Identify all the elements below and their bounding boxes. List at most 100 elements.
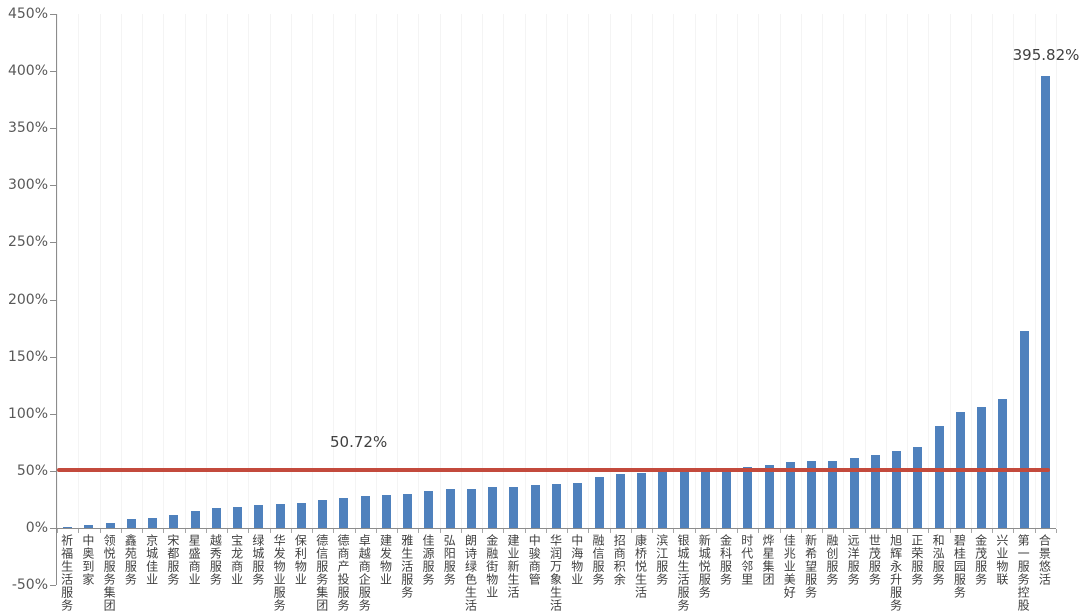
y-axis-tick	[50, 356, 56, 358]
gridline	[418, 14, 420, 528]
x-axis-category-label: 德信服务集团	[314, 533, 329, 612]
x-axis-tick	[652, 528, 654, 533]
x-axis-category-label: 合景悠活	[1037, 533, 1052, 586]
bar	[105, 522, 115, 528]
bar	[381, 495, 391, 528]
x-axis-tick	[163, 528, 165, 533]
x-axis-category-label: 京城佳业	[144, 533, 159, 586]
x-axis-tick	[588, 528, 590, 533]
gridline	[907, 14, 909, 528]
x-axis-category-label: 中海物业	[569, 533, 584, 586]
x-axis-category-label: 烨星集团	[761, 533, 776, 586]
gridline	[609, 14, 611, 528]
y-axis-tick	[50, 527, 56, 529]
x-axis-tick	[1056, 528, 1057, 533]
bar	[318, 500, 328, 528]
gridline	[482, 14, 484, 528]
x-axis-tick	[609, 528, 611, 533]
y-axis-tick	[50, 299, 56, 301]
y-axis-tick	[50, 470, 56, 472]
x-axis-tick	[269, 528, 271, 533]
x-axis-category-label: 金科服务	[718, 533, 733, 586]
x-axis-tick	[57, 528, 58, 533]
x-axis-tick	[99, 528, 101, 533]
gridline	[269, 14, 271, 528]
y-axis-tick	[50, 413, 56, 415]
x-axis-tick	[928, 528, 930, 533]
gridline	[227, 14, 229, 528]
x-axis-tick	[248, 528, 250, 533]
y-axis-tick-label: 300%	[7, 177, 48, 194]
gridline	[737, 14, 739, 528]
x-axis-category-label: 星盛商业	[187, 533, 202, 586]
y-axis-tick-label: 50%	[16, 462, 48, 479]
x-axis-category-label: 佳兆业美好	[782, 533, 797, 599]
x-axis-category-label: 兴业物联	[994, 533, 1009, 586]
bar	[934, 426, 944, 528]
x-axis-category-label: 宝龙商业	[229, 533, 244, 586]
y-axis-tick-label: 100%	[7, 405, 48, 422]
gridline	[630, 14, 632, 528]
bar	[870, 455, 880, 528]
gridline	[822, 14, 824, 528]
reference-line	[57, 467, 1050, 472]
gridline	[949, 14, 951, 528]
y-axis-tick	[50, 185, 56, 187]
y-axis-tick-label: 0%	[25, 519, 48, 536]
gridline	[715, 14, 717, 528]
bar	[658, 471, 668, 528]
bar	[63, 527, 73, 528]
x-axis-category-label: 鑫苑服务	[123, 533, 138, 586]
gridline	[567, 14, 569, 528]
bar	[233, 506, 243, 528]
y-axis-tick-label: 200%	[7, 291, 48, 308]
bar	[84, 525, 94, 528]
x-axis-tick	[800, 528, 802, 533]
bar	[403, 493, 413, 528]
bar	[466, 488, 476, 528]
x-axis-category-label: 碧桂园服务	[952, 533, 967, 599]
x-axis-category-label: 越秀服务	[208, 533, 223, 586]
x-axis-tick	[864, 528, 866, 533]
gridline	[545, 14, 547, 528]
y-axis-tick	[50, 71, 56, 73]
gridline	[1056, 14, 1057, 528]
x-axis-tick	[694, 528, 696, 533]
y-axis-tick-label: 150%	[7, 348, 48, 365]
bar	[275, 504, 285, 528]
bar	[700, 470, 710, 528]
x-axis-category-label: 和泓服务	[931, 533, 946, 586]
bar	[849, 458, 859, 528]
bar	[764, 465, 774, 528]
bar	[509, 486, 519, 528]
gridline	[588, 14, 590, 528]
bar	[722, 469, 732, 528]
x-axis-category-label: 华润万象生活	[548, 533, 563, 612]
x-axis-tick	[290, 528, 292, 533]
bar	[977, 407, 987, 528]
x-axis-line	[57, 527, 1056, 529]
bar	[424, 491, 434, 528]
x-axis-category-label: 华发物业服务	[272, 533, 287, 612]
x-axis-tick	[843, 528, 845, 533]
bar	[785, 462, 795, 528]
bar	[679, 471, 689, 528]
x-axis-tick	[1034, 528, 1036, 533]
bar	[445, 489, 455, 528]
gridline	[439, 14, 441, 528]
x-axis-category-label: 保利物业	[293, 533, 308, 586]
bar	[615, 474, 625, 528]
gridline	[375, 14, 377, 528]
x-axis-tick	[673, 528, 675, 533]
x-axis-category-label: 第一服务控股	[1016, 533, 1031, 612]
x-axis-category-label: 滨江服务	[654, 533, 669, 586]
x-axis-tick	[907, 528, 909, 533]
x-axis-tick	[142, 528, 144, 533]
x-axis-tick	[184, 528, 186, 533]
gridline	[312, 14, 314, 528]
bar	[190, 510, 200, 528]
x-axis-tick	[630, 528, 632, 533]
gridline	[970, 14, 972, 528]
x-axis-tick	[205, 528, 207, 533]
gridline	[333, 14, 335, 528]
